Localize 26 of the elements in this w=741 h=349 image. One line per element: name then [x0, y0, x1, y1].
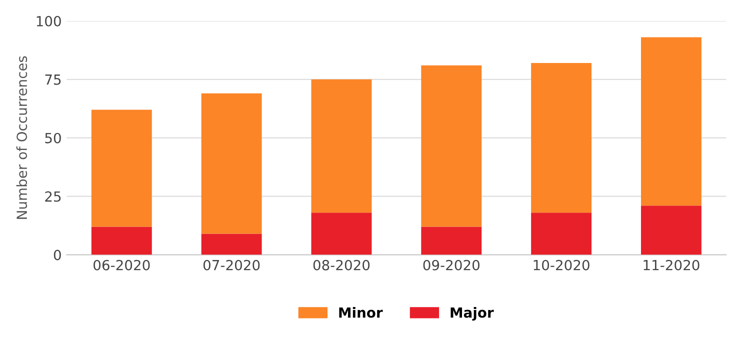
legend-label: Minor	[339, 307, 383, 318]
x-tick-label: 06-2020	[94, 260, 150, 270]
bar	[91, 110, 152, 227]
y-tick-label: 100	[36, 16, 61, 26]
bar	[311, 212, 372, 255]
y-axis-title: Number of Occurrences	[16, 56, 28, 219]
bar	[531, 212, 592, 255]
x-tick-label: 10-2020	[534, 260, 590, 270]
bar	[531, 63, 592, 213]
x-tick-label: 11-2020	[644, 260, 700, 270]
bar	[201, 93, 262, 234]
x-tick-label: 07-2020	[203, 260, 260, 270]
y-tick-label: 75	[45, 74, 61, 85]
y-tick-label: 25	[45, 191, 61, 202]
bar	[421, 226, 482, 255]
bar	[311, 79, 372, 213]
x-tick-label: 08-2020	[313, 260, 370, 270]
bar	[640, 206, 702, 255]
bar	[640, 37, 702, 206]
bar	[201, 234, 262, 255]
legend-label: Major	[450, 307, 494, 321]
bar	[421, 65, 482, 227]
x-tick-label: 09-2020	[423, 260, 480, 270]
y-tick-label: 50	[45, 132, 61, 144]
y-tick-label: 0	[54, 250, 61, 260]
bar	[91, 226, 152, 255]
